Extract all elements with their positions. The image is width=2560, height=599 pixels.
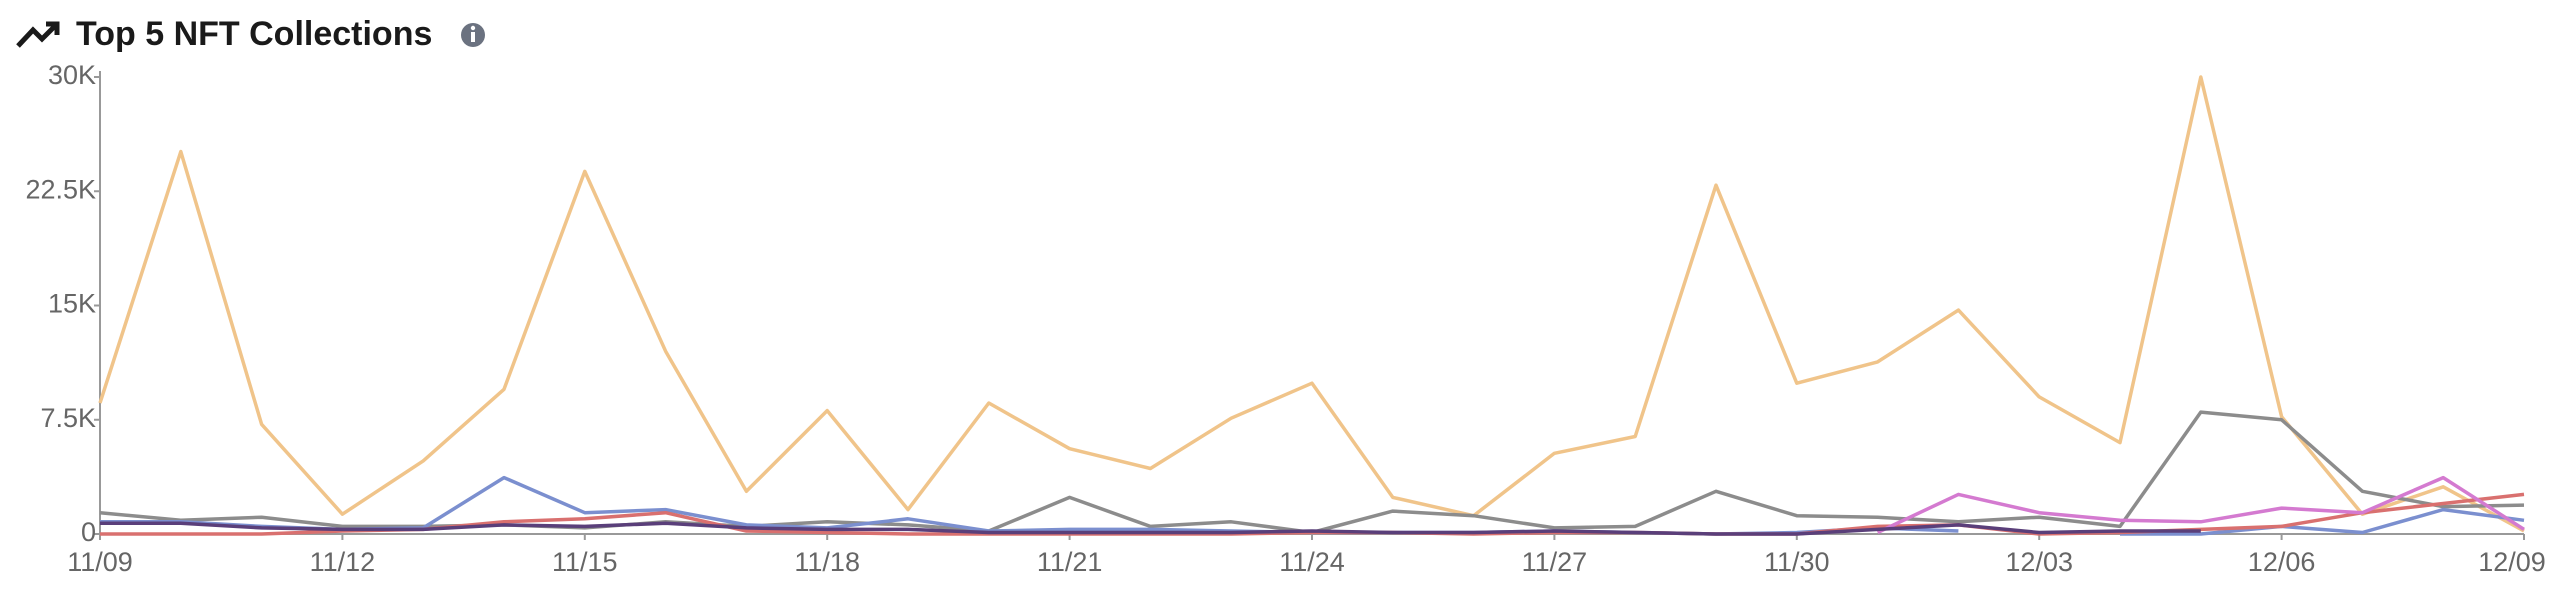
x-tick-label: 11/18 bbox=[794, 547, 860, 577]
series-line bbox=[100, 521, 2201, 536]
info-icon[interactable] bbox=[461, 23, 485, 47]
series-line bbox=[98, 75, 2525, 533]
series-line bbox=[99, 410, 2525, 535]
x-tick-label: 11/30 bbox=[1764, 547, 1830, 577]
y-tick-label: 7.5K bbox=[40, 403, 96, 433]
x-tick-label: 11/24 bbox=[1279, 547, 1345, 577]
x-tick-label: 11/27 bbox=[1522, 547, 1588, 577]
y-tick-label: 0 bbox=[81, 517, 96, 547]
series-line bbox=[1876, 475, 2525, 535]
y-tick-label: 30K bbox=[48, 60, 96, 90]
info-dot bbox=[470, 25, 476, 31]
trend-arrow bbox=[46, 21, 60, 35]
x-tick-label: 12/03 bbox=[2005, 547, 2073, 577]
info-stem bbox=[471, 32, 475, 42]
y-tick-label: 15K bbox=[48, 289, 96, 319]
y-tick-label: 22.5K bbox=[25, 174, 96, 204]
trend-line bbox=[16, 23, 58, 48]
x-tick-label: 11/15 bbox=[552, 547, 618, 577]
chart-title: Top 5 NFT Collections bbox=[76, 15, 432, 53]
x-tick-label: 12/06 bbox=[2248, 547, 2316, 577]
x-tick-label: 11/12 bbox=[310, 547, 376, 577]
trend-icon bbox=[16, 21, 60, 48]
x-tick-label: 11/09 bbox=[67, 547, 133, 577]
x-tick-label: 12/09 bbox=[2478, 547, 2546, 577]
x-tick-label: 11/21 bbox=[1037, 547, 1103, 577]
